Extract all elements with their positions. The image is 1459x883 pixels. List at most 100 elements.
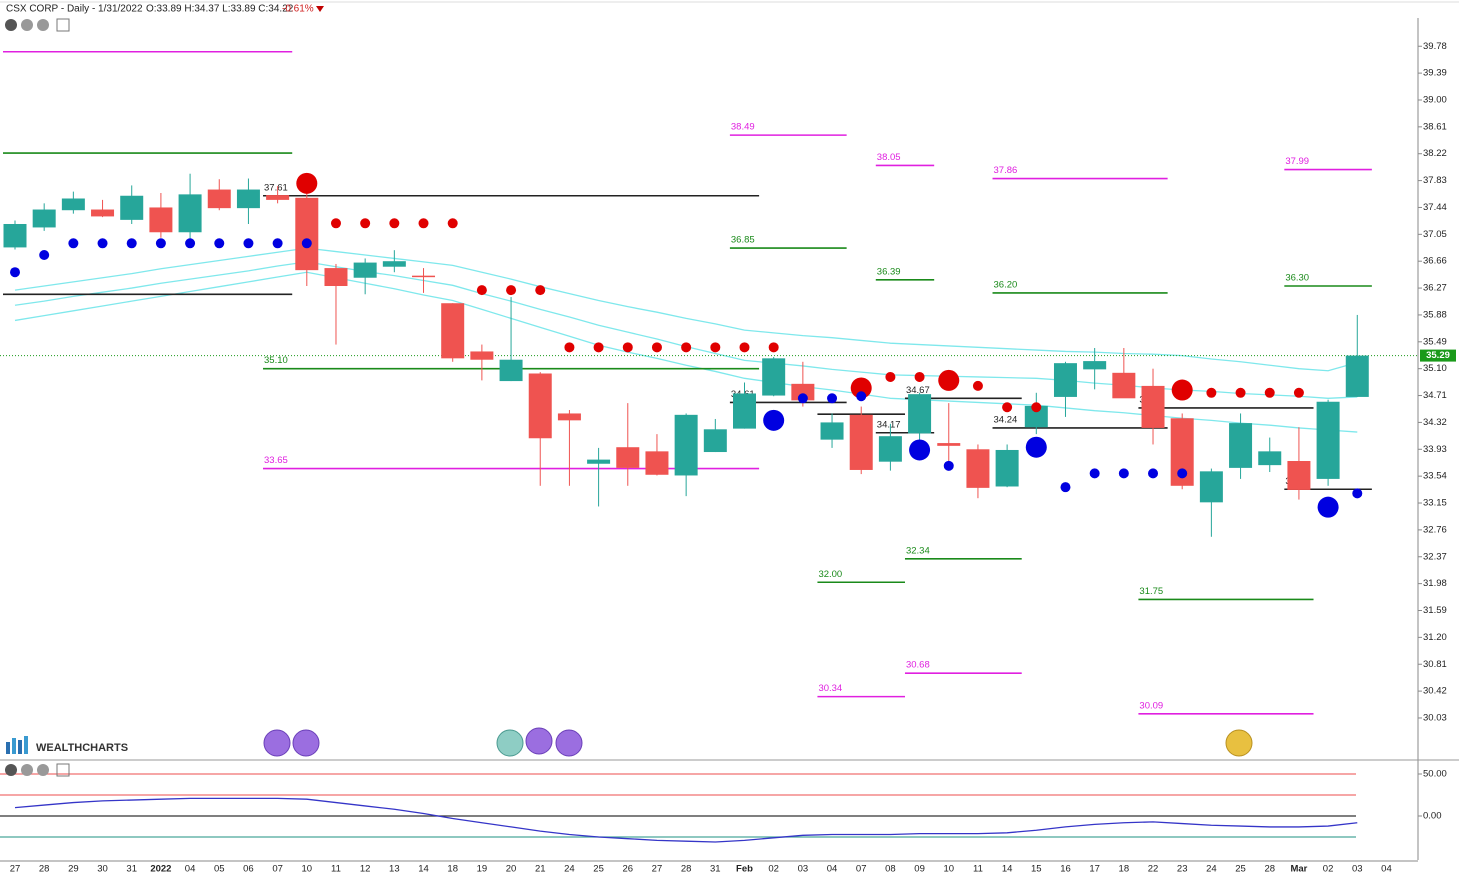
signal-dot — [301, 238, 312, 249]
candle-body — [762, 358, 786, 396]
hide-icon[interactable] — [37, 764, 49, 776]
candle-body — [3, 223, 27, 248]
x-tick-label: 08 — [885, 864, 896, 875]
candle-body — [966, 449, 990, 488]
x-tick-label: 10 — [302, 864, 313, 875]
x-tick-label: 05 — [214, 864, 225, 875]
candle-body — [849, 414, 873, 470]
signal-dot — [1025, 436, 1047, 458]
level-label: 30.09 — [1139, 700, 1163, 711]
logo-text: WEALTHCHARTS — [36, 742, 128, 754]
candle-body — [266, 195, 290, 200]
toolbar — [5, 18, 70, 777]
x-tick-label: 28 — [1264, 864, 1275, 875]
x-tick-label: 07 — [272, 864, 283, 875]
event-icon[interactable] — [525, 727, 553, 755]
y-tick-label: 32.37 — [1423, 551, 1447, 562]
candle-body — [820, 422, 844, 440]
y-tick-label: 32.76 — [1423, 524, 1447, 535]
signal-dot — [914, 371, 925, 382]
signal-dot — [10, 267, 20, 278]
logo-bar — [12, 738, 16, 754]
add-icon[interactable] — [56, 763, 70, 777]
y-tick-label: 37.05 — [1423, 229, 1447, 240]
y-tick-label: 36.27 — [1423, 283, 1447, 294]
signal-dot — [1148, 468, 1159, 479]
settings-icon[interactable] — [21, 19, 33, 31]
level-label: 34.17 — [877, 419, 901, 430]
signal-dot — [68, 238, 79, 249]
candle-body — [1083, 361, 1107, 370]
close-icon[interactable] — [5, 764, 17, 776]
y-tick-label: 31.59 — [1423, 605, 1447, 616]
signal-dot — [943, 460, 954, 471]
signal-dot — [39, 249, 50, 260]
signal-dot — [593, 342, 604, 353]
x-tick-label: 20 — [506, 864, 517, 875]
candle-body — [441, 303, 465, 359]
x-tick-label: 28 — [681, 864, 692, 875]
event-icon[interactable] — [263, 729, 291, 757]
signal-dot — [797, 393, 808, 404]
level-label: 35.10 — [264, 355, 288, 366]
signal-dot — [185, 238, 196, 249]
y-tick-label: 37.44 — [1423, 202, 1447, 213]
candle-body — [674, 414, 698, 476]
signal-dot — [972, 380, 983, 391]
signal-dot — [1317, 496, 1339, 518]
signal-dot — [330, 218, 341, 229]
candle-body — [937, 443, 961, 446]
y-tick-label: 37.83 — [1423, 175, 1447, 186]
event-icon[interactable] — [496, 729, 524, 757]
hide-icon[interactable] — [37, 19, 49, 31]
add-icon[interactable] — [56, 18, 70, 32]
level-label: 36.20 — [994, 279, 1018, 290]
signal-dot — [827, 393, 838, 404]
signal-dot — [418, 218, 429, 229]
level-label: 34.67 — [906, 385, 930, 396]
candle-body — [1287, 460, 1311, 490]
x-tick-label: 30 — [97, 864, 108, 875]
x-tick-label: 27 — [652, 864, 663, 875]
signal-dot — [564, 342, 575, 353]
signal-dot — [1060, 482, 1071, 493]
event-icon[interactable] — [292, 729, 320, 757]
signal-dot — [885, 371, 896, 382]
candle-body — [91, 209, 115, 217]
x-tick-label: 24 — [1206, 864, 1217, 875]
band-line — [14, 271, 1358, 433]
candle-body — [1141, 385, 1165, 428]
x-tick-label: 02 — [1323, 864, 1334, 875]
signal-dot — [1352, 488, 1363, 499]
x-tick-label: 04 — [185, 864, 196, 875]
candle-body — [703, 429, 727, 453]
close-icon[interactable] — [5, 19, 17, 31]
level-label: 37.99 — [1285, 156, 1309, 167]
candle-body — [470, 351, 494, 360]
signal-dot — [1206, 387, 1217, 398]
event-icon[interactable] — [555, 729, 583, 757]
event-icon[interactable] — [1225, 729, 1253, 757]
x-tick-label: 14 — [418, 864, 429, 875]
x-tick-label: 18 — [1119, 864, 1130, 875]
y-tick-label: 30.42 — [1423, 686, 1447, 697]
settings-icon[interactable] — [21, 764, 33, 776]
x-tick-label: 31 — [126, 864, 137, 875]
signal-dot — [476, 285, 487, 296]
signal-dot — [681, 342, 692, 353]
signal-dot — [1293, 387, 1304, 398]
y-tick-label: 30.81 — [1423, 659, 1447, 670]
signal-dot — [856, 391, 867, 402]
signal-dot — [447, 218, 458, 229]
candle-body — [149, 207, 173, 233]
candle-body — [878, 436, 902, 462]
logo: WEALTHCHARTS — [6, 736, 128, 754]
candle-body — [645, 451, 669, 475]
signal-dot — [763, 409, 785, 431]
y-tick-label: 35.88 — [1423, 309, 1447, 320]
level-label: 38.05 — [877, 152, 901, 163]
candle-body — [412, 275, 436, 278]
x-tick-label: 13 — [389, 864, 400, 875]
candle-body — [587, 459, 611, 464]
